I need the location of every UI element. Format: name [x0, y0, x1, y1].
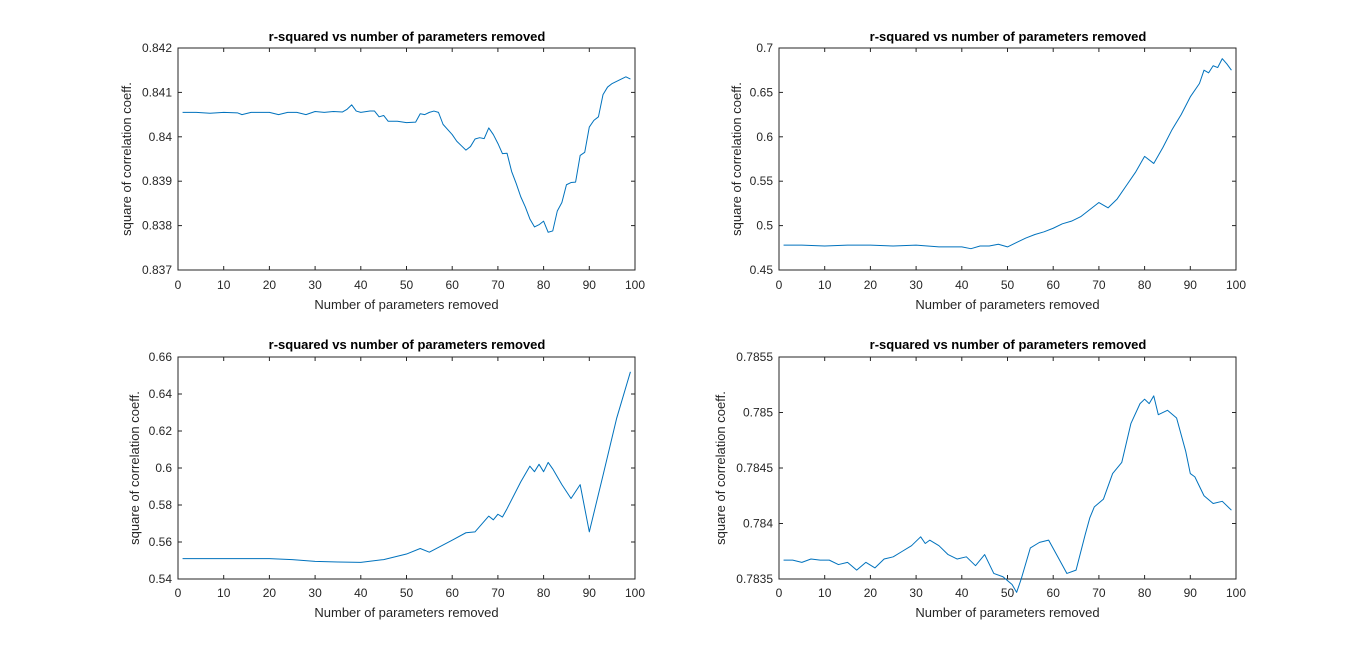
x-tick-label: 10 [217, 586, 231, 600]
y-axis-label: square of correlation coeff. [713, 391, 728, 545]
x-axis-label: Number of parameters removed [314, 605, 498, 620]
x-tick-label: 100 [1226, 278, 1246, 292]
subplot-title: r-squared vs number of parameters remove… [870, 29, 1147, 44]
y-tick-label: 0.785 [743, 406, 773, 420]
x-tick-label: 30 [909, 586, 923, 600]
x-tick-label: 30 [308, 278, 322, 292]
y-tick-label: 0.6 [756, 130, 773, 144]
x-tick-label: 100 [625, 278, 645, 292]
x-tick-label: 40 [955, 586, 969, 600]
x-tick-label: 40 [354, 278, 368, 292]
x-tick-label: 60 [446, 586, 460, 600]
x-tick-label: 80 [537, 586, 551, 600]
y-tick-label: 0.58 [149, 498, 173, 512]
x-tick-label: 40 [354, 586, 368, 600]
y-tick-label: 0.84 [149, 130, 173, 144]
y-tick-label: 0.55 [750, 174, 774, 188]
y-tick-label: 0.839 [142, 174, 172, 188]
x-tick-label: 70 [1092, 278, 1106, 292]
y-tick-label: 0.842 [142, 41, 172, 55]
x-tick-label: 90 [583, 586, 597, 600]
subplot-title: r-squared vs number of parameters remove… [269, 29, 546, 44]
y-axis-label: square of correlation coeff. [127, 391, 142, 545]
x-tick-label: 60 [1047, 586, 1061, 600]
y-tick-label: 0.784 [743, 517, 773, 531]
x-tick-label: 90 [583, 278, 597, 292]
x-tick-label: 30 [909, 278, 923, 292]
y-tick-label: 0.5 [756, 219, 773, 233]
x-tick-label: 20 [864, 586, 878, 600]
x-tick-labels: 0 10 20 30 40 50 60 70 80 90 100 [175, 278, 646, 292]
x-tick-label: 20 [263, 278, 277, 292]
x-tick-labels: 0 10 20 30 40 50 60 70 80 90 100 [175, 586, 646, 600]
series-line [182, 371, 631, 563]
y-tick-label: 0.45 [750, 263, 774, 277]
y-tick-labels: 0.54 0.56 0.58 0.6 0.62 0.64 0.66 [149, 350, 173, 586]
y-tick-label: 0.66 [149, 350, 173, 364]
y-tick-label: 0.7845 [736, 461, 773, 475]
x-tick-label: 80 [1138, 278, 1152, 292]
x-tick-labels: 0 10 20 30 40 50 60 70 80 90 100 [776, 586, 1247, 600]
x-tick-label: 50 [1001, 278, 1015, 292]
x-tick-label: 20 [263, 586, 277, 600]
x-tick-label: 20 [864, 278, 878, 292]
x-tick-label: 60 [1047, 278, 1061, 292]
y-tick-label: 0.841 [142, 85, 172, 99]
x-tick-label: 0 [776, 586, 783, 600]
x-tick-label: 30 [308, 586, 322, 600]
y-tick-labels: 0.837 0.838 0.839 0.84 0.841 0.842 [142, 41, 172, 277]
x-tick-label: 60 [446, 278, 460, 292]
y-tick-label: 0.7855 [736, 350, 773, 364]
y-tick-label: 0.56 [149, 535, 173, 549]
x-tick-labels: 0 10 20 30 40 50 60 70 80 90 100 [776, 278, 1247, 292]
x-axis-label: Number of parameters removed [915, 297, 1099, 312]
x-tick-label: 10 [217, 278, 231, 292]
x-axis-label: Number of parameters removed [314, 297, 498, 312]
y-axis-label: square of correlation coeff. [119, 82, 134, 236]
series-line [783, 395, 1232, 593]
y-tick-label: 0.64 [149, 387, 173, 401]
x-tick-label: 80 [1138, 586, 1152, 600]
y-tick-label: 0.7 [756, 41, 773, 55]
x-tick-label: 50 [1001, 586, 1015, 600]
y-tick-label: 0.62 [149, 424, 173, 438]
subplot-4: r-squared vs number of parameters remove… [713, 337, 1246, 620]
x-tick-label: 80 [537, 278, 551, 292]
y-tick-label: 0.6 [155, 461, 172, 475]
subplot-3: r-squared vs number of parameters remove… [127, 337, 645, 620]
y-axis-label: square of correlation coeff. [729, 82, 744, 236]
x-tick-label: 70 [491, 278, 505, 292]
series-line [182, 76, 631, 233]
x-tick-label: 90 [1184, 586, 1198, 600]
x-tick-label: 0 [175, 586, 182, 600]
x-tick-label: 100 [625, 586, 645, 600]
x-tick-label: 40 [955, 278, 969, 292]
x-tick-label: 100 [1226, 586, 1246, 600]
subplot-title: r-squared vs number of parameters remove… [870, 337, 1147, 352]
x-axis-label: Number of parameters removed [915, 605, 1099, 620]
x-tick-label: 0 [175, 278, 182, 292]
y-tick-label: 0.7835 [736, 572, 773, 586]
subplot-1: r-squared vs number of parameters remove… [119, 29, 645, 312]
x-tick-label: 50 [400, 278, 414, 292]
subplot-2: r-squared vs number of parameters remove… [729, 29, 1246, 312]
series-line [783, 58, 1232, 250]
x-tick-label: 0 [776, 278, 783, 292]
y-tick-label: 0.65 [750, 85, 774, 99]
y-tick-label: 0.837 [142, 263, 172, 277]
subplot-title: r-squared vs number of parameters remove… [269, 337, 546, 352]
x-tick-label: 70 [1092, 586, 1106, 600]
y-tick-labels: 0.7835 0.784 0.7845 0.785 0.7855 [736, 350, 773, 586]
x-tick-label: 70 [491, 586, 505, 600]
x-tick-label: 10 [818, 586, 832, 600]
x-tick-label: 90 [1184, 278, 1198, 292]
y-tick-label: 0.838 [142, 219, 172, 233]
x-tick-label: 10 [818, 278, 832, 292]
x-tick-label: 50 [400, 586, 414, 600]
y-tick-label: 0.54 [149, 572, 173, 586]
y-tick-labels: 0.45 0.5 0.55 0.6 0.65 0.7 [750, 41, 774, 277]
